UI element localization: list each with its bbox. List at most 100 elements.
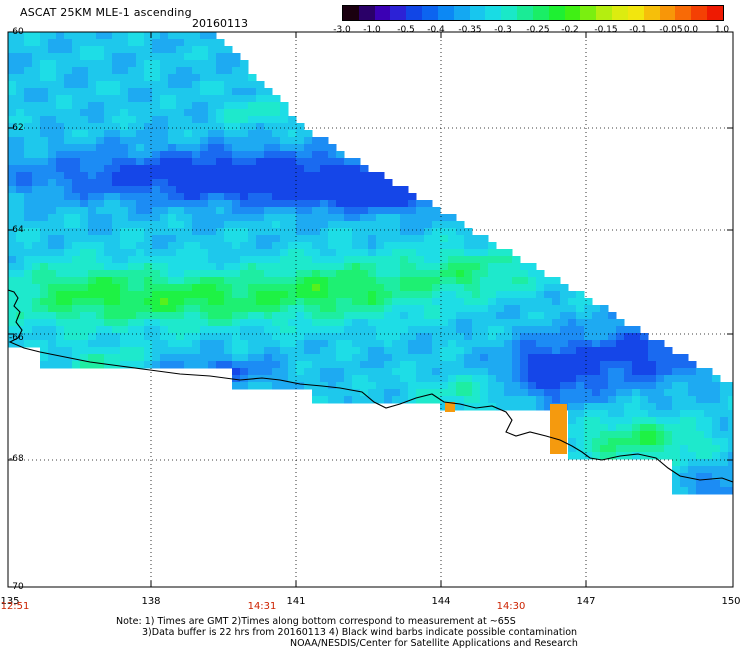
wind-cell: [200, 298, 209, 306]
wind-cell: [152, 179, 161, 187]
wind-cell: [224, 186, 233, 194]
wind-cell: [488, 270, 497, 278]
wind-cell: [432, 221, 441, 229]
wind-cell: [240, 375, 249, 383]
wind-cell: [144, 312, 153, 320]
wind-cell: [96, 200, 105, 208]
wind-cell: [88, 361, 97, 369]
longitude-label: 144: [431, 596, 450, 607]
wind-cell: [432, 347, 441, 355]
wind-cell: [360, 354, 369, 362]
wind-cell: [560, 368, 569, 376]
wind-cell: [176, 277, 185, 285]
wind-cell: [136, 277, 145, 285]
wind-cell: [200, 39, 209, 47]
wind-cell: [120, 242, 129, 250]
wind-cell: [480, 354, 489, 362]
wind-cell: [336, 256, 345, 264]
wind-cell: [400, 249, 409, 257]
wind-cell: [40, 172, 49, 180]
wind-cell: [544, 361, 553, 369]
wind-cell: [280, 270, 289, 278]
wind-cell: [144, 249, 153, 257]
wind-cell: [544, 319, 553, 327]
wind-cell: [24, 130, 33, 138]
wind-cell: [368, 389, 377, 397]
wind-cell: [392, 235, 401, 243]
wind-cell: [376, 256, 385, 264]
wind-cell: [168, 116, 177, 124]
wind-cell: [328, 200, 337, 208]
wind-cell: [8, 200, 17, 208]
wind-cell: [160, 235, 169, 243]
wind-cell: [160, 361, 169, 369]
wind-cell: [416, 207, 425, 215]
wind-cell: [152, 109, 161, 117]
wind-cell: [72, 81, 81, 89]
wind-cell: [568, 445, 577, 453]
wind-cell: [312, 249, 321, 257]
wind-cell: [536, 396, 545, 404]
wind-cell: [40, 340, 49, 348]
wind-cell: [88, 179, 97, 187]
wind-cell: [528, 361, 537, 369]
wind-cell: [672, 438, 681, 446]
wind-cell: [168, 144, 177, 152]
wind-cell: [104, 333, 113, 341]
wind-cell: [640, 340, 649, 348]
wind-cell: [168, 291, 177, 299]
wind-cell: [288, 158, 297, 166]
wind-cell: [224, 130, 233, 138]
wind-cell: [328, 221, 337, 229]
wind-cell: [96, 214, 105, 222]
wind-cell: [536, 375, 545, 383]
wind-cell: [608, 375, 617, 383]
wind-cell: [136, 32, 145, 40]
wind-cell: [304, 354, 313, 362]
wind-cell: [448, 263, 457, 271]
wind-cell: [632, 410, 641, 418]
wind-cell: [536, 403, 545, 411]
wind-cell: [56, 361, 65, 369]
wind-cell: [704, 445, 713, 453]
wind-cell: [456, 277, 465, 285]
wind-cell: [440, 368, 449, 376]
wind-cell: [136, 291, 145, 299]
wind-cell: [320, 277, 329, 285]
wind-cell: [248, 305, 257, 313]
wind-cell: [152, 74, 161, 82]
wind-cell: [40, 137, 49, 145]
wind-cell: [176, 298, 185, 306]
wind-cell: [392, 186, 401, 194]
wind-cell: [576, 326, 585, 334]
wind-cell: [496, 326, 505, 334]
wind-cell: [552, 305, 561, 313]
colorbar-swatch: [358, 6, 375, 20]
wind-cell: [512, 277, 521, 285]
wind-cell: [208, 67, 217, 75]
wind-cell: [496, 382, 505, 390]
wind-cell: [416, 389, 425, 397]
wind-cell: [56, 88, 65, 96]
wind-cell: [248, 214, 257, 222]
wind-cell: [256, 214, 265, 222]
wind-cell: [96, 305, 105, 313]
wind-cell: [344, 326, 353, 334]
wind-cell: [312, 284, 321, 292]
wind-cell: [224, 221, 233, 229]
wind-cell: [144, 95, 153, 103]
wind-cell: [408, 319, 417, 327]
wind-cell: [704, 403, 713, 411]
wind-cell: [184, 109, 193, 117]
wind-cell: [296, 186, 305, 194]
wind-cell: [40, 214, 49, 222]
wind-cell: [96, 312, 105, 320]
wind-cell: [88, 74, 97, 82]
wind-cell: [80, 102, 89, 110]
wind-cell: [104, 116, 113, 124]
wind-cell: [592, 305, 601, 313]
wind-cell: [256, 382, 265, 390]
wind-cell: [80, 263, 89, 271]
wind-cell: [656, 368, 665, 376]
wind-cell: [384, 207, 393, 215]
